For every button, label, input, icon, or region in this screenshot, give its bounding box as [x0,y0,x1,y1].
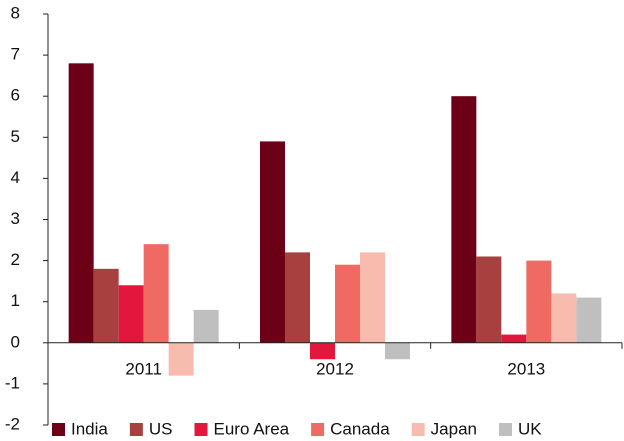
y-tick-label: -2 [5,414,20,433]
bar [310,342,335,360]
legend-label: India [71,419,108,438]
bar [451,96,477,343]
bar [385,342,410,360]
legend-label: US [149,419,173,438]
bar [143,244,169,343]
legend-label: Canada [330,419,390,438]
bar [501,334,527,343]
y-tick-label: 8 [11,3,20,22]
bar [93,268,119,343]
bar [193,309,219,343]
y-tick-label: 6 [11,86,20,105]
legend-swatch [129,423,143,436]
legend-swatch [499,423,512,436]
legend-swatch [194,423,208,436]
legend-label: Japan [431,419,477,438]
legend-swatch [52,423,65,436]
bar [260,141,285,343]
bar [335,264,360,343]
bar [168,342,194,376]
x-tick-label: 2013 [507,359,545,378]
y-tick-label: 4 [11,168,20,187]
x-tick-label: 2011 [125,359,162,378]
bar [576,297,602,343]
y-tick-label: 0 [11,332,20,351]
legend-swatch [311,423,325,436]
y-tick-label: 3 [11,209,20,228]
legend-label: Euro Area [214,419,290,438]
bar [68,63,94,343]
bar [118,285,144,343]
bar [360,252,385,343]
bar [476,256,502,343]
bar [285,252,310,343]
legend-swatch [411,423,425,436]
y-tick-label: 5 [11,127,20,146]
y-tick-label: 1 [11,291,20,310]
x-tick-label: 2012 [316,359,354,378]
bar [526,260,552,343]
bar [551,293,577,343]
y-tick-label: -1 [5,373,20,392]
legend-label: UK [518,419,542,438]
y-tick-label: 7 [11,45,20,64]
y-tick-label: 2 [11,250,20,269]
